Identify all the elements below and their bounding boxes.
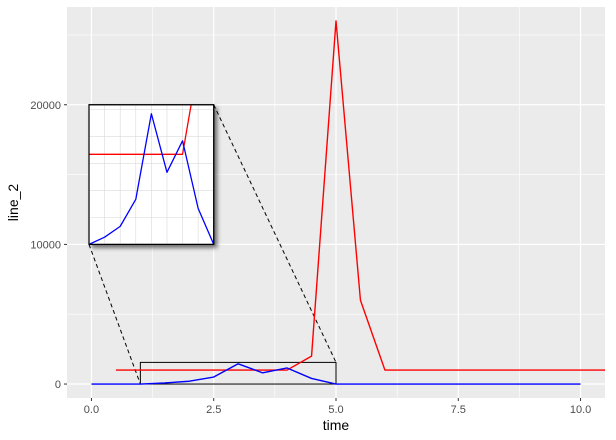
x-tick-label: 5.0: [328, 404, 343, 416]
zoom-region-box: [139, 361, 337, 385]
axes: 0.0 2.5 5.0 7.5 10.0 0 10000 20000: [30, 100, 591, 416]
grid-lines: [67, 7, 605, 398]
x-axis-title: time: [323, 417, 350, 433]
y-tick-label: 10000: [30, 239, 61, 251]
inset-series-line-2: [89, 113, 214, 245]
series-line-1: [115, 20, 605, 371]
y-tick-label: 0: [55, 379, 61, 391]
series-lines: [91, 20, 605, 385]
x-tick-label: 2.5: [206, 404, 221, 416]
x-tick-label: 7.5: [451, 404, 466, 416]
y-axis-title: line_2: [5, 184, 21, 222]
zoom-connector-right: [213, 104, 337, 363]
inset-border: [88, 104, 215, 245]
inset-series-line-1: [89, 104, 192, 155]
x-tick-label: 10.0: [570, 404, 591, 416]
y-tick-label: 20000: [30, 100, 61, 112]
zoom-connectors: [88, 104, 337, 385]
inset-plot: [88, 104, 215, 245]
zoom-connector-left: [88, 244, 141, 385]
inset-content: [89, 104, 214, 245]
x-tick-label: 0.0: [84, 404, 99, 416]
series-line-2: [91, 363, 581, 385]
